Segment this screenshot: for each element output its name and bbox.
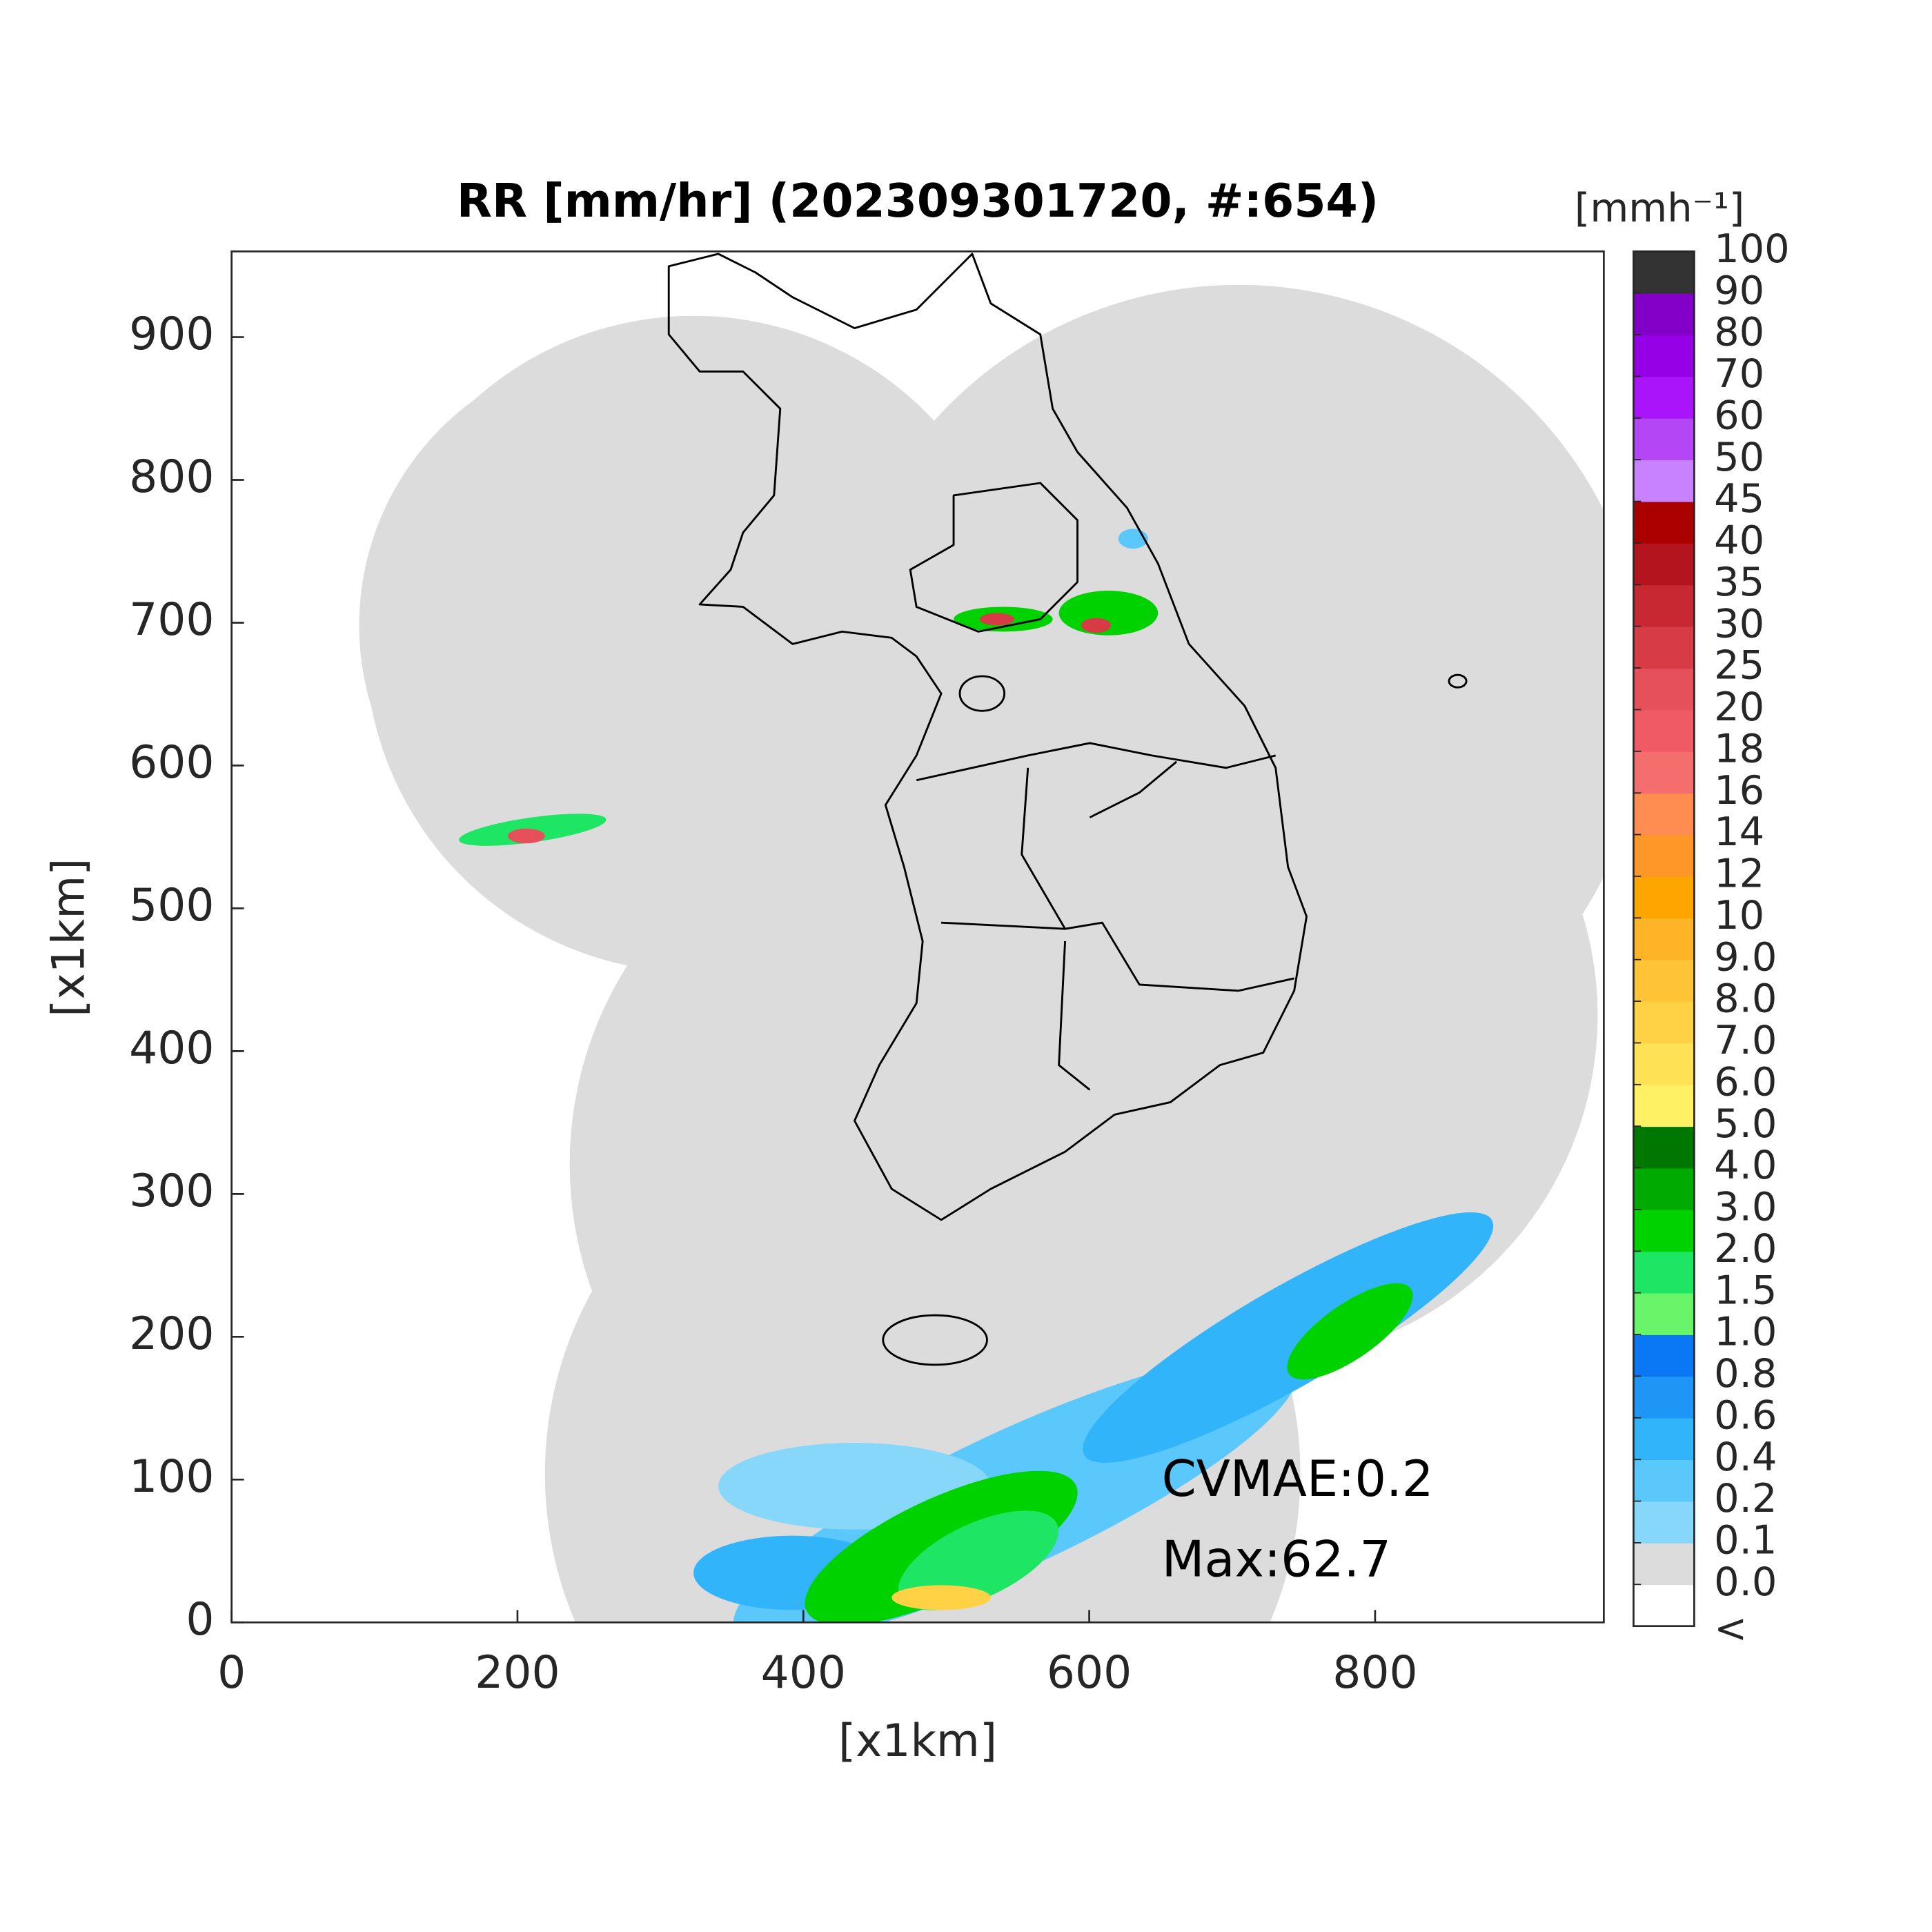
colorbar-band bbox=[1633, 1209, 1695, 1252]
annotation: CVMAE:0.2 bbox=[1162, 1450, 1434, 1508]
colorbar-band bbox=[1633, 584, 1695, 627]
y-tick-label: 500 bbox=[129, 880, 214, 931]
colorbar-band bbox=[1633, 751, 1695, 794]
y-tick-label: 300 bbox=[129, 1165, 214, 1217]
colorbar-label: 0.8 bbox=[1714, 1350, 1777, 1397]
colorbar-band bbox=[1633, 1542, 1695, 1586]
colorbar-frame bbox=[1633, 250, 1695, 1628]
colorbar-band bbox=[1633, 918, 1695, 960]
colorbar-label: 14 bbox=[1714, 809, 1764, 855]
y-tick-label: 400 bbox=[129, 1023, 214, 1074]
colorbar-label: 100 bbox=[1714, 226, 1790, 272]
rain-echoes bbox=[459, 529, 1494, 1623]
colorbar-band bbox=[1633, 460, 1695, 502]
radar-field bbox=[359, 253, 1604, 1623]
colorbar-label: 5.0 bbox=[1714, 1101, 1777, 1147]
colorbar-label: 4.0 bbox=[1714, 1142, 1777, 1188]
colorbar-label: 3.0 bbox=[1714, 1184, 1777, 1230]
y-tick-label: 600 bbox=[129, 737, 214, 789]
colorbar-label: 35 bbox=[1714, 559, 1764, 605]
annotation: Max:62.7 bbox=[1162, 1530, 1391, 1588]
y-tick-label: 0 bbox=[186, 1594, 214, 1646]
colorbar-label: 0.0 bbox=[1714, 1559, 1777, 1605]
colorbar-band bbox=[1633, 1292, 1695, 1335]
colorbar-label: 45 bbox=[1714, 475, 1764, 522]
colorbar-band bbox=[1633, 668, 1695, 711]
x-tick-label: 200 bbox=[475, 1647, 560, 1699]
colorbar-band bbox=[1633, 1084, 1695, 1127]
colorbar-label: 80 bbox=[1714, 309, 1764, 355]
colorbar-label: 70 bbox=[1714, 351, 1764, 397]
colorbar-label: 6.0 bbox=[1714, 1058, 1777, 1105]
y-tick-label: 800 bbox=[129, 451, 214, 503]
colorbar-label: 16 bbox=[1714, 767, 1764, 814]
colorbar-label: < bbox=[1714, 1605, 1747, 1651]
colorbar-label: 7.0 bbox=[1714, 1017, 1777, 1063]
y-tick-label: 900 bbox=[129, 308, 214, 360]
colorbar-label: 0.6 bbox=[1714, 1392, 1777, 1438]
colorbar-label: 60 bbox=[1714, 392, 1764, 438]
colorbar-band bbox=[1633, 1126, 1695, 1169]
x-tick-label: 400 bbox=[761, 1647, 846, 1699]
colorbar-band bbox=[1633, 251, 1695, 294]
colorbar-label: 12 bbox=[1714, 851, 1764, 897]
colorbar-label: 1.5 bbox=[1714, 1267, 1777, 1313]
colorbar-label: 9.0 bbox=[1714, 934, 1777, 980]
x-tick-label: 0 bbox=[217, 1647, 246, 1699]
colorbar-label: 2.0 bbox=[1714, 1225, 1777, 1272]
colorbar-label: 0.4 bbox=[1714, 1434, 1777, 1480]
colorbar-band bbox=[1633, 876, 1695, 919]
colorbar-band bbox=[1633, 1001, 1695, 1044]
colorbar-band bbox=[1633, 1334, 1695, 1377]
colorbar-band bbox=[1633, 1417, 1695, 1461]
colorbar-band bbox=[1633, 542, 1695, 586]
colorbar-band bbox=[1633, 417, 1695, 461]
colorbar-band bbox=[1633, 501, 1695, 544]
colorbar-band bbox=[1633, 1043, 1695, 1085]
colorbar-band bbox=[1633, 709, 1695, 752]
x-tick-label: 600 bbox=[1047, 1647, 1132, 1699]
colorbar-label: 50 bbox=[1714, 434, 1764, 480]
colorbar-band bbox=[1633, 335, 1695, 377]
colorbar-band bbox=[1633, 376, 1695, 419]
colorbar-band bbox=[1633, 1584, 1695, 1626]
x-axis-label: [x1km] bbox=[838, 1715, 997, 1767]
colorbar-unit: [mmh⁻¹] bbox=[1575, 185, 1744, 231]
colorbar-band bbox=[1633, 834, 1695, 877]
colorbar-band bbox=[1633, 1167, 1695, 1210]
y-tick-label: 700 bbox=[129, 594, 214, 646]
colorbar-band bbox=[1633, 959, 1695, 1002]
colorbar-band bbox=[1633, 1376, 1695, 1419]
colorbar-label: 1.0 bbox=[1714, 1309, 1777, 1355]
colorbar-label: 0.2 bbox=[1714, 1475, 1777, 1521]
colorbar-label: 0.1 bbox=[1714, 1517, 1777, 1564]
y-axis-label: [x1km] bbox=[43, 858, 95, 1017]
colorbar-label: 8.0 bbox=[1714, 976, 1777, 1022]
colorbar-band bbox=[1633, 1459, 1695, 1502]
colorbar-label: 30 bbox=[1714, 600, 1764, 647]
colorbar-band bbox=[1633, 1251, 1695, 1294]
colorbar-label: 10 bbox=[1714, 892, 1764, 938]
colorbar-band bbox=[1633, 793, 1695, 836]
y-tick-label: 100 bbox=[129, 1451, 214, 1503]
y-tick-label: 200 bbox=[129, 1308, 214, 1360]
colorbar-band bbox=[1633, 626, 1695, 669]
colorbar-label: 40 bbox=[1714, 518, 1764, 564]
colorbar-label: 20 bbox=[1714, 684, 1764, 730]
chart-title: RR [mm/hr] (202309301720, #:654) bbox=[457, 174, 1379, 228]
x-tick-label: 800 bbox=[1332, 1647, 1417, 1699]
colorbar-band bbox=[1633, 1501, 1695, 1544]
coastline bbox=[667, 253, 1468, 1366]
plot-frame bbox=[230, 250, 1605, 1624]
colorbar-label: 18 bbox=[1714, 725, 1764, 771]
colorbar-label: 25 bbox=[1714, 642, 1764, 689]
colorbar-label: 90 bbox=[1714, 267, 1764, 313]
colorbar-band bbox=[1633, 293, 1695, 336]
